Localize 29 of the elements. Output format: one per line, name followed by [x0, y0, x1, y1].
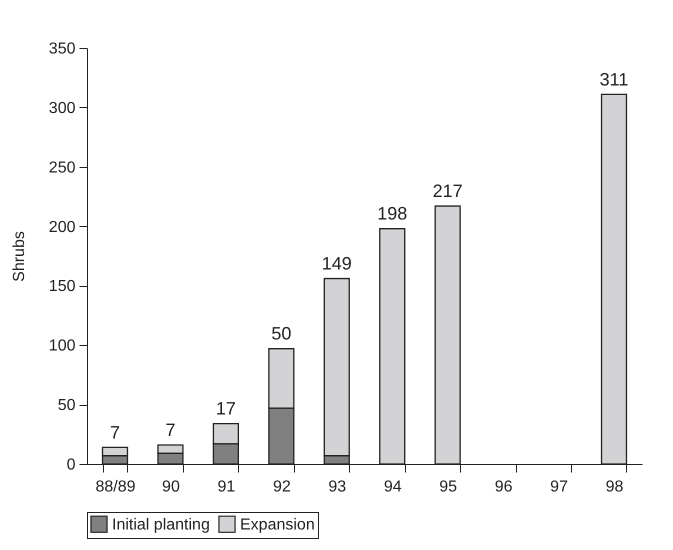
y-axis-title: Shrubs: [10, 231, 28, 282]
legend-label: Initial planting: [112, 516, 210, 534]
data-label: 149: [322, 254, 352, 274]
data-label: 7: [165, 420, 176, 440]
y-tick-label: 150: [48, 278, 76, 296]
data-label: 198: [377, 204, 408, 224]
y-tick-label: 0: [66, 456, 76, 474]
x-tick-label: 88/89: [95, 478, 136, 496]
x-tick-label: 96: [494, 478, 513, 496]
y-tick-label: 300: [48, 100, 76, 117]
y-tick-label: 200: [48, 218, 76, 236]
data-label: 7: [110, 422, 120, 442]
y-tick-label: 350: [48, 40, 76, 58]
data-label: 17: [216, 398, 236, 419]
x-tick-label: 91: [217, 478, 236, 496]
x-tick-label: 95: [439, 478, 458, 496]
x-tick-label: 93: [328, 478, 346, 496]
y-tick-label: 250: [48, 159, 76, 176]
x-tick-label: 90: [162, 478, 180, 496]
y-tick-label: 100: [48, 338, 76, 355]
x-tick-label: 92: [272, 478, 291, 496]
y-tick-label: 50: [58, 397, 76, 414]
data-label: 217: [432, 181, 463, 202]
legend-label: Expansion: [240, 516, 315, 534]
data-label: 50: [271, 324, 292, 344]
x-tick-label: 94: [384, 478, 402, 496]
x-tick-label: 98: [606, 478, 624, 496]
data-label: 311: [600, 69, 628, 90]
x-tick-label: 97: [550, 478, 568, 496]
